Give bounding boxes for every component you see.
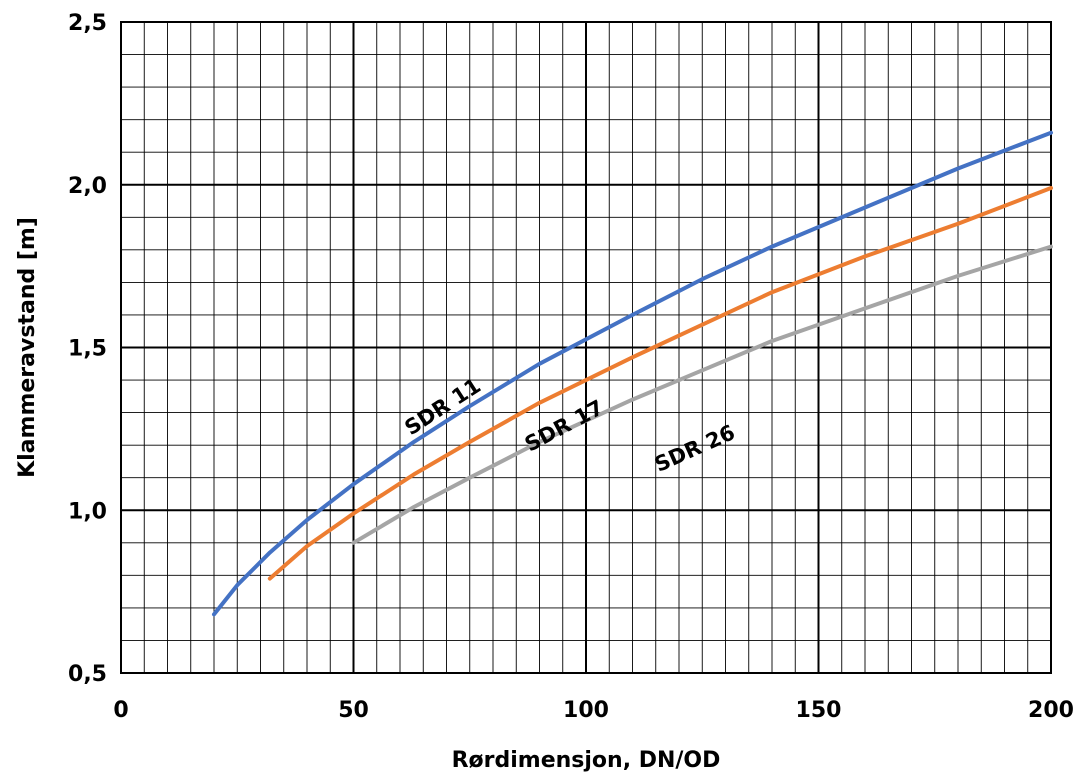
y-axis-title: Klammeravstand [m]	[15, 217, 40, 478]
series-lines	[212, 130, 1053, 617]
x-axis-title: Rørdimensjon, DN/OD	[452, 748, 721, 773]
x-tick-label: 0	[113, 698, 128, 723]
series-line-sdr-17	[267, 186, 1053, 581]
series-line-sdr-26	[351, 244, 1053, 545]
x-tick-label: 50	[338, 698, 369, 723]
y-axis-tick-labels: 0,5 1,0 1,5 2,0 2,5	[68, 11, 107, 687]
y-tick-label: 2,5	[68, 11, 107, 36]
y-tick-label: 1,5	[68, 337, 107, 362]
plot-area-border	[120, 21, 1052, 674]
x-tick-label: 150	[796, 698, 842, 723]
series-line-sdr-11	[212, 130, 1053, 617]
x-axis-tick-labels: 0 50 100 150 200	[113, 698, 1074, 723]
y-tick-label: 1,0	[68, 499, 107, 524]
x-tick-label: 100	[563, 698, 609, 723]
x-tick-label: 200	[1028, 698, 1074, 723]
y-tick-label: 2,0	[68, 174, 107, 199]
y-tick-label: 0,5	[68, 662, 107, 687]
